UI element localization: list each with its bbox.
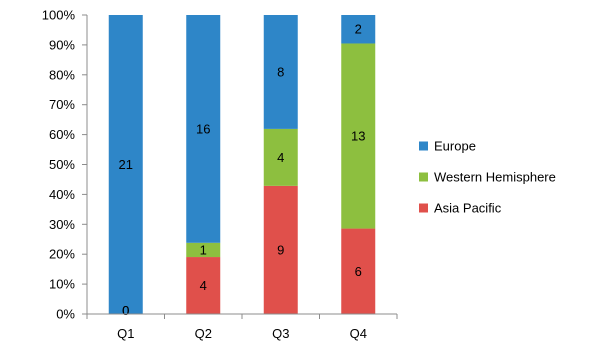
- data-label: 16: [196, 121, 210, 136]
- data-label: 13: [351, 129, 365, 144]
- data-label: 0: [122, 303, 129, 318]
- bar-segment: [186, 15, 221, 243]
- bar-segment: [263, 185, 298, 314]
- data-label: 8: [277, 64, 284, 79]
- bar-segment: [263, 15, 298, 129]
- y-tick-label: 70%: [49, 97, 75, 112]
- y-axis: 0% 10% 20% 30% 40% 50% 60% 70% 80% 90% 100%: [42, 8, 88, 322]
- x-tick-label: Q4: [350, 326, 367, 341]
- legend-label: Europe: [434, 139, 476, 154]
- data-label: 0: [122, 303, 129, 318]
- legend-swatch: [419, 203, 428, 213]
- legend-swatch: [419, 172, 428, 182]
- x-tick-label: Q3: [272, 326, 289, 341]
- bar-segment: [341, 15, 376, 44]
- bar-segment: [108, 15, 143, 314]
- y-tick-label: 30%: [49, 217, 75, 232]
- data-label: 21: [119, 157, 133, 172]
- y-tick-label: 50%: [49, 157, 75, 172]
- legend: Europe Western Hemisphere Asia Pacific: [419, 139, 556, 216]
- bars: [108, 15, 376, 314]
- x-tick-label: Q1: [117, 326, 134, 341]
- data-label: 6: [355, 264, 362, 279]
- y-tick-label: 40%: [49, 187, 75, 202]
- x-tick-label: Q2: [195, 326, 212, 341]
- bar-segment: [186, 242, 221, 258]
- legend-label: Western Hemisphere: [434, 170, 556, 185]
- data-label: 2: [355, 22, 362, 37]
- y-tick-label: 60%: [49, 127, 75, 142]
- bar-segment: [263, 128, 298, 186]
- data-label: 4: [277, 150, 284, 165]
- data-label: 9: [277, 242, 284, 257]
- y-tick-label: 80%: [49, 67, 75, 82]
- data-label: 4: [200, 278, 207, 293]
- bar-segment: [186, 257, 221, 314]
- y-tick-label: 100%: [42, 8, 76, 23]
- y-tick-label: 0%: [56, 307, 75, 322]
- x-axis: Q1 Q2 Q3 Q4: [86, 313, 398, 341]
- legend-label: Asia Pacific: [434, 201, 502, 216]
- bar-segment: [341, 43, 376, 229]
- y-tick-label: 90%: [49, 37, 75, 52]
- y-tick-label: 10%: [49, 277, 75, 292]
- bar-segment: [341, 228, 376, 314]
- y-tick-label: 20%: [49, 247, 75, 262]
- data-label: 1: [200, 242, 207, 257]
- legend-swatch: [419, 141, 428, 151]
